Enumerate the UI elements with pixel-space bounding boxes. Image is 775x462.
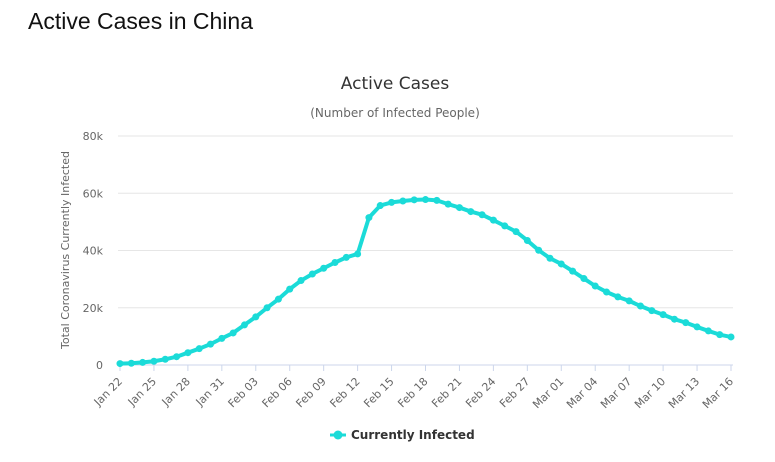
data-point[interactable] — [704, 327, 712, 335]
legend-dot-marker — [333, 430, 343, 440]
data-point[interactable] — [580, 275, 588, 283]
x-tick-label: Feb 15 — [361, 375, 396, 410]
data-point[interactable] — [388, 198, 396, 206]
x-tick-label: Feb 21 — [429, 375, 464, 410]
data-point[interactable] — [512, 228, 520, 236]
data-point[interactable] — [535, 246, 543, 254]
x-tick-label: Feb 06 — [259, 375, 294, 410]
data-point[interactable] — [410, 196, 418, 204]
legend[interactable]: Currently Infected — [330, 428, 475, 442]
y-axis-title: Total Coronavirus Currently Infected — [59, 151, 72, 350]
chart-title: Active Cases — [341, 74, 450, 94]
x-tick-label: Mar 04 — [564, 375, 600, 411]
data-point[interactable] — [603, 288, 611, 296]
x-tick-label: Jan 31 — [193, 375, 227, 409]
y-axis-ticks: 0 20k 40k 60k 80k — [83, 130, 104, 372]
x-tick-label: Feb 27 — [497, 375, 532, 410]
data-point[interactable] — [546, 254, 554, 262]
data-point[interactable] — [591, 282, 599, 290]
data-point[interactable] — [636, 302, 644, 310]
data-point[interactable] — [716, 331, 724, 339]
x-tick-label: Feb 09 — [293, 375, 328, 410]
data-point[interactable] — [195, 345, 203, 353]
data-point[interactable] — [625, 297, 633, 305]
data-point[interactable] — [331, 259, 339, 267]
data-point[interactable] — [670, 315, 678, 323]
y-tick-label: 60k — [83, 187, 104, 200]
data-point[interactable] — [467, 208, 475, 216]
y-tick-label: 20k — [83, 302, 104, 315]
y-tick-label: 40k — [83, 245, 104, 258]
grid-lines — [118, 135, 733, 366]
data-point[interactable] — [274, 295, 282, 303]
data-point[interactable] — [308, 270, 316, 278]
data-point[interactable] — [184, 349, 192, 357]
data-point[interactable] — [727, 333, 735, 341]
data-point[interactable] — [501, 222, 509, 230]
data-point[interactable] — [286, 285, 294, 293]
data-point[interactable] — [127, 359, 135, 367]
data-point[interactable] — [161, 355, 169, 363]
data-point[interactable] — [433, 196, 441, 204]
data-point[interactable] — [682, 319, 690, 327]
data-point[interactable] — [489, 216, 497, 224]
data-point[interactable] — [218, 334, 226, 342]
data-point[interactable] — [614, 293, 622, 301]
series-line-currently-infected — [118, 197, 733, 366]
x-tick-label: Feb 18 — [395, 375, 430, 410]
chart-subtitle: (Number of Infected People) — [310, 106, 480, 120]
data-point[interactable] — [523, 236, 531, 244]
data-point[interactable] — [116, 360, 124, 368]
data-point[interactable] — [659, 311, 667, 319]
series-layer — [116, 196, 735, 368]
data-point[interactable] — [354, 250, 362, 258]
data-point[interactable] — [252, 313, 260, 321]
data-point[interactable] — [229, 329, 237, 337]
data-point[interactable] — [342, 253, 350, 261]
x-tick-label: Jan 25 — [125, 375, 159, 409]
data-point[interactable] — [444, 200, 452, 208]
x-tick-label: Feb 12 — [327, 375, 362, 410]
page-title: Active Cases in China — [28, 8, 253, 34]
data-point[interactable] — [207, 340, 215, 348]
data-point[interactable] — [320, 264, 328, 272]
x-tick-label: Mar 13 — [666, 375, 702, 411]
x-tick-label: Jan 22 — [91, 375, 125, 409]
y-tick-label: 0 — [96, 359, 103, 372]
data-point[interactable] — [478, 211, 486, 219]
x-tick-label: Mar 16 — [700, 375, 736, 411]
x-tick-label: Mar 07 — [598, 375, 634, 411]
data-point[interactable] — [422, 196, 429, 204]
data-point[interactable] — [376, 202, 384, 210]
y-tick-label: 80k — [83, 130, 104, 143]
x-tick-label: Jan 28 — [159, 375, 193, 409]
data-point[interactable] — [648, 307, 656, 315]
data-point[interactable] — [297, 277, 305, 285]
x-tick-label: Feb 03 — [226, 375, 261, 410]
data-point[interactable] — [399, 197, 407, 205]
x-tick-label: Feb 24 — [463, 375, 498, 410]
data-point[interactable] — [263, 304, 271, 312]
data-point[interactable] — [557, 260, 565, 268]
data-point[interactable] — [693, 323, 701, 331]
x-tick-label: Mar 10 — [632, 375, 668, 411]
data-point[interactable] — [240, 321, 248, 329]
data-point[interactable] — [365, 214, 373, 222]
data-point[interactable] — [569, 267, 577, 275]
legend-label: Currently Infected — [351, 428, 475, 442]
x-tick-label: Mar 01 — [530, 375, 566, 411]
data-point[interactable] — [455, 204, 463, 212]
data-point[interactable] — [173, 353, 181, 361]
data-point[interactable] — [139, 358, 147, 366]
data-point[interactable] — [150, 357, 158, 365]
